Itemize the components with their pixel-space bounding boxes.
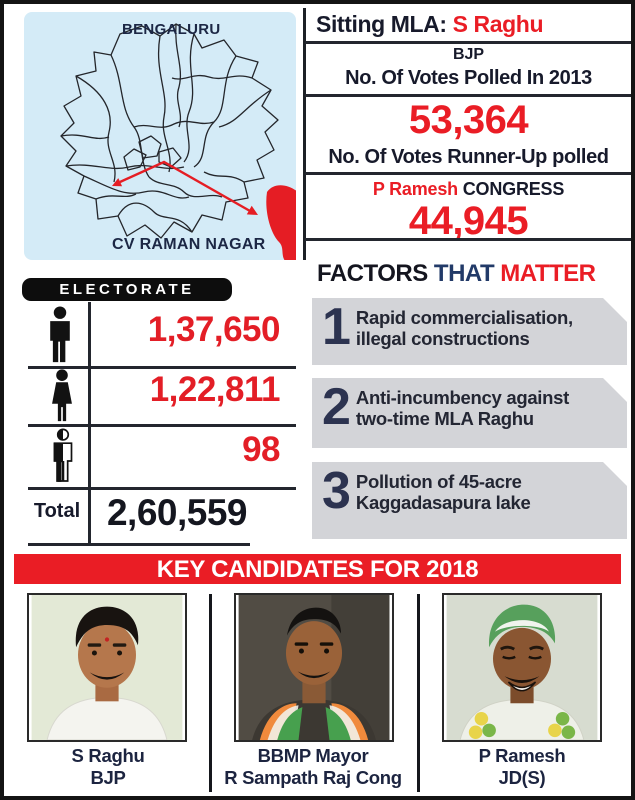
table-row-divider (28, 366, 296, 369)
electorate-header: ELECTORATE (22, 278, 232, 301)
runner-up-label: No. Of Votes Runner-Up polled (328, 146, 609, 168)
electorate-total-value: 2,60,559 (106, 492, 248, 533)
candidate-name: P Ramesh (478, 745, 566, 766)
factor-text: Rapid commercialisation, illegal constru… (355, 307, 573, 350)
divider-line (305, 172, 631, 175)
runner-up-party: CONGRESS (462, 179, 565, 199)
key-candidates-banner: KEY CANDIDATES FOR 2018 (14, 554, 621, 584)
vertical-divider (303, 8, 306, 260)
electorate-female-value: 1,22,811 (149, 370, 281, 409)
factor-number: 3 (322, 462, 351, 520)
factors-word-3: MATTER (500, 260, 596, 287)
factor-number: 1 (322, 298, 351, 356)
candidate-name: S Raghu (71, 745, 145, 766)
sitting-mla-line: Sitting MLA: S Raghu (316, 11, 543, 38)
sitting-mla-name: S Raghu (452, 11, 544, 37)
electorate-total-label: Total (33, 500, 81, 522)
table-column-divider (88, 302, 91, 544)
bengaluru-ward-map (60, 23, 314, 268)
highlighted-constituency-shape (266, 185, 314, 268)
bengaluru-map-panel: BENGALURU CV RAMAN NAGAR (24, 12, 314, 268)
electorate-other-value: 98 (242, 430, 280, 469)
factors-word-2: THAT (433, 260, 495, 287)
candidate-photo-p-ramesh (442, 593, 602, 742)
candidate-divider (209, 594, 212, 792)
factor-text: Pollution of 45-acre Kaggadasapura lake (355, 471, 531, 514)
votes-2013-label: No. Of Votes Polled In 2013 (345, 67, 592, 89)
sitting-mla-label: Sitting MLA: (316, 11, 447, 37)
factor-text: Anti-incumbency against two-time MLA Rag… (355, 387, 569, 430)
votes-2013-value: 53,364 (408, 98, 529, 142)
candidate-divider (417, 594, 420, 792)
third-gender-icon (46, 427, 80, 489)
table-row-divider (28, 424, 296, 427)
factor-item-2: 2 Anti-incumbency against two-time MLA R… (312, 378, 627, 448)
divider-line (305, 94, 631, 97)
map-city-label: BENGALURU (122, 21, 221, 38)
factor-number: 2 (322, 378, 351, 436)
electorate-male-value: 1,37,650 (147, 310, 281, 349)
female-icon (45, 369, 79, 427)
locator-arrow (112, 160, 258, 215)
candidate-caption-3: P Ramesh JD(S) (420, 745, 624, 789)
candidate-caption-1: S Raghu BJP (10, 745, 206, 789)
factor-item-3: 3 Pollution of 45-acre Kaggadasapura lak… (312, 462, 627, 539)
factors-title: FACTORS THAT MATTER (317, 260, 596, 288)
runner-up-name: P Ramesh (372, 179, 458, 199)
garland (468, 711, 576, 740)
male-icon (42, 306, 78, 368)
divider-line (305, 41, 631, 44)
divider-line (305, 238, 631, 241)
runner-up-votes: 44,945 (408, 199, 529, 243)
candidate-name: BBMP Mayor (257, 745, 369, 766)
runner-up-name-line: P Ramesh CONGRESS (306, 179, 631, 200)
candidate-party: R Sampath Raj Cong (224, 767, 402, 788)
table-row-divider (28, 487, 296, 490)
candidate-caption-2: BBMP Mayor R Sampath Raj Cong (212, 745, 414, 789)
candidate-party: JD(S) (498, 767, 546, 788)
candidate-photo-r-sampath-raj (234, 593, 394, 742)
sitting-mla-party: BJP (452, 46, 485, 63)
factor-item-1: 1 Rapid commercialisation, illegal const… (312, 298, 627, 365)
candidate-photo-s-raghu (27, 593, 187, 742)
candidate-party: BJP (90, 767, 126, 788)
map-constituency-label: CV RAMAN NAGAR (112, 236, 266, 253)
factors-word-1: FACTORS (317, 260, 428, 287)
table-bottom-line (28, 543, 250, 546)
